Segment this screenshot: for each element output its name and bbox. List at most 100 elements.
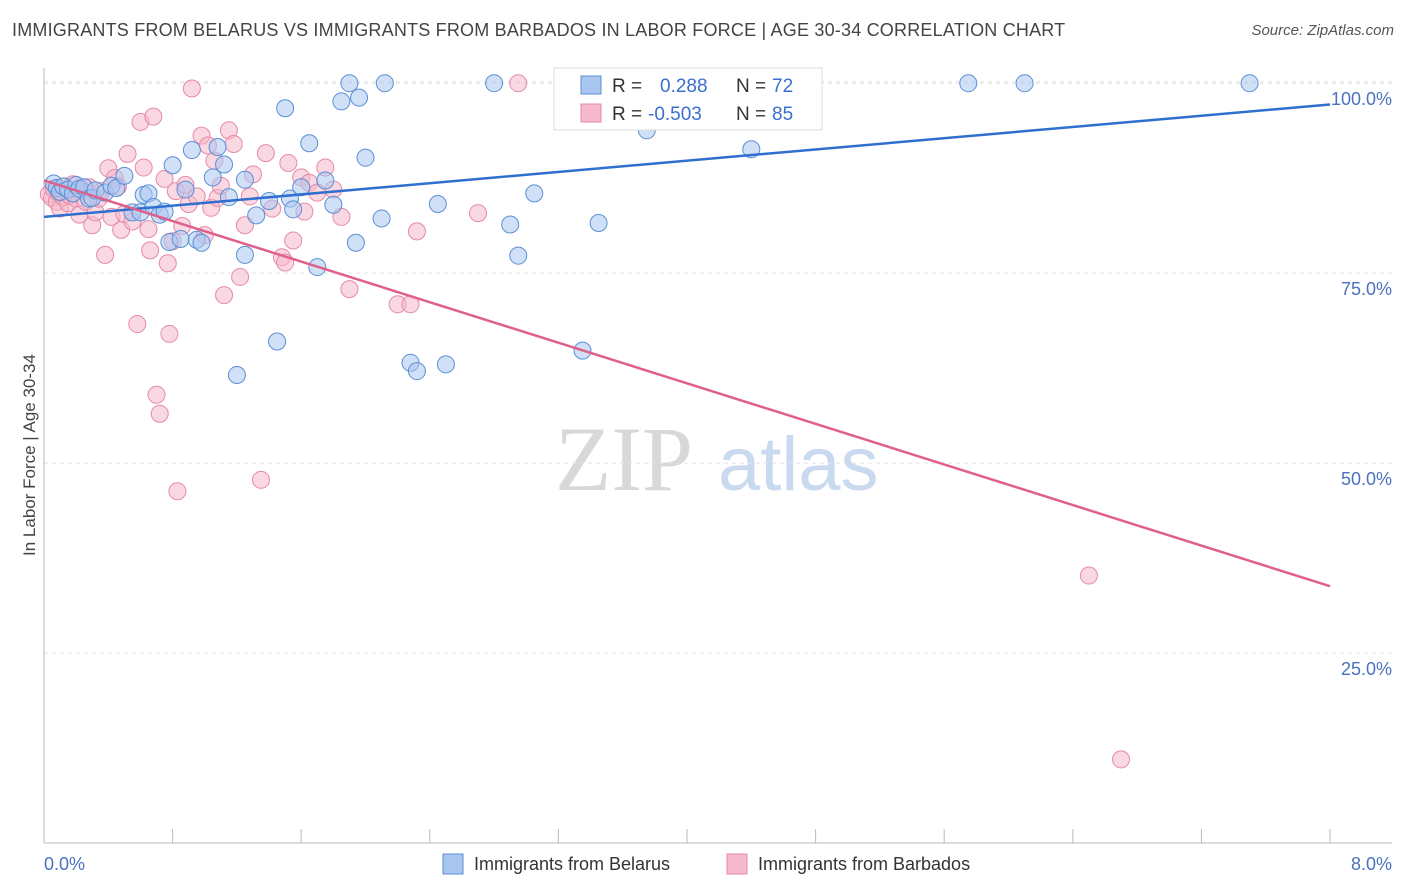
belarus-point [203, 168, 222, 187]
watermark-zip: ZIP [555, 408, 693, 510]
belarus-point [589, 214, 608, 232]
barbados-point [160, 324, 179, 343]
belarus-point [235, 245, 254, 264]
legend-r-value-barbados: -0.503 [648, 104, 702, 125]
barbados-point [141, 241, 160, 260]
belarus-point [215, 155, 234, 174]
y-tick-label: 100.0% [1331, 89, 1392, 109]
belarus-point [350, 88, 369, 107]
barbados-point [118, 144, 137, 163]
belarus-point [219, 188, 238, 207]
belarus-point [176, 180, 195, 199]
trendlines [43, 103, 1331, 588]
x-tick-label-min: 0.0% [44, 854, 85, 874]
trendline-belarus [43, 103, 1331, 219]
belarus-point [340, 74, 359, 93]
belarus-point [247, 206, 266, 225]
barbados-point [469, 204, 488, 223]
barbados-point [155, 169, 174, 188]
barbados-point [231, 267, 250, 286]
belarus-point [509, 246, 528, 265]
belarus-point [501, 215, 520, 234]
x-tick-label-max: 8.0% [1351, 854, 1392, 874]
barbados-point [144, 107, 163, 126]
belarus-point [375, 74, 394, 93]
belarus-point [324, 195, 343, 214]
bottom-legend: Immigrants from Belarus Immigrants from … [442, 853, 970, 875]
barbados-point [158, 254, 177, 273]
barbados-point [128, 315, 147, 334]
barbados-point [182, 79, 201, 98]
legend-n-value-belarus: 72 [772, 76, 793, 97]
legend-r-label-belarus: R = [612, 76, 642, 97]
barbados-point [168, 482, 187, 501]
x-ticks [172, 829, 1331, 843]
chart-title: IMMIGRANTS FROM BELARUS VS IMMIGRANTS FR… [12, 20, 1066, 40]
belarus-point [300, 134, 319, 153]
belarus-point [525, 184, 544, 203]
belarus-point [182, 141, 201, 160]
belarus-point [346, 233, 365, 252]
belarus-point [115, 166, 134, 185]
belarus-point [436, 355, 455, 374]
barbados-point [509, 74, 528, 93]
y-tick-label: 50.0% [1341, 469, 1392, 489]
barbados-point [96, 245, 115, 264]
belarus-point [163, 156, 182, 175]
legend-n-label-barbados: N = [736, 104, 766, 125]
belarus-point [268, 332, 287, 351]
belarus-point [208, 138, 227, 157]
belarus-point [356, 148, 375, 167]
legend-r-label-barbados: R = [612, 104, 642, 125]
belarus-point [276, 99, 295, 118]
legend-n-value-barbados: 85 [772, 104, 793, 125]
barbados-point [215, 286, 234, 305]
legend-n-label-belarus: N = [736, 76, 766, 97]
barbados-point [139, 220, 158, 239]
belarus-point [316, 171, 335, 190]
belarus-point [260, 191, 279, 210]
barbados-point [1112, 750, 1131, 769]
y-tick-label: 25.0% [1341, 659, 1392, 679]
belarus-point [235, 170, 254, 189]
belarus-point [1240, 74, 1259, 93]
belarus-point [332, 92, 351, 111]
barbados-point [224, 134, 243, 153]
bottom-legend-label-belarus: Immigrants from Belarus [474, 854, 670, 874]
belarus-point [292, 178, 311, 197]
belarus-point [407, 362, 426, 381]
barbados-point [1079, 566, 1098, 585]
belarus-point [485, 74, 504, 93]
barbados-point [279, 153, 298, 172]
barbados-point [134, 158, 153, 177]
belarus-point [372, 209, 391, 228]
barbados-point [256, 144, 275, 163]
bottom-legend-swatch-barbados [726, 853, 748, 875]
legend-r-value-belarus: 0.288 [660, 76, 708, 97]
y-tick-label: 75.0% [1341, 279, 1392, 299]
y-tick-labels: 25.0% 50.0% 75.0% 100.0% [1331, 89, 1392, 679]
belarus-point [192, 233, 211, 252]
belarus-point [1015, 74, 1034, 93]
barbados-point [150, 404, 169, 423]
belarus-point [959, 74, 978, 93]
belarus-point [171, 229, 190, 248]
belarus-point [428, 195, 447, 214]
watermark-atlas: atlas [718, 422, 879, 507]
source-label: Source: ZipAtlas.com [1251, 22, 1394, 39]
belarus-point [227, 365, 246, 384]
barbados-point [240, 187, 259, 206]
bottom-legend-label-barbados: Immigrants from Barbados [758, 854, 970, 874]
y-axis-label: In Labor Force | Age 30-34 [20, 354, 39, 556]
legend-swatch-belarus [580, 75, 602, 95]
bottom-legend-swatch-belarus [442, 853, 464, 875]
legend-box: R = 0.288 N = 72 R = -0.503 N = 85 [553, 67, 823, 131]
gridlines [44, 81, 1392, 654]
trendline-barbados [43, 179, 1331, 588]
barbados-point [252, 470, 271, 489]
belarus-point [284, 200, 303, 219]
barbados-point [147, 385, 166, 404]
barbados-point [407, 222, 426, 241]
barbados-point [340, 280, 359, 299]
